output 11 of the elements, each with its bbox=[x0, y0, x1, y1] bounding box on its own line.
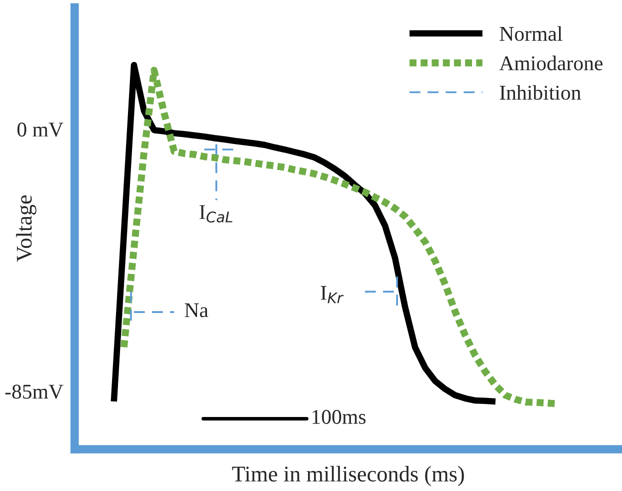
annotation: Na bbox=[184, 303, 208, 318]
y-tick-label: 0 mV bbox=[17, 122, 64, 137]
y-tick-label: -85mV bbox=[5, 384, 64, 399]
x-axis-title: Time in milliseconds (ms) bbox=[232, 466, 464, 486]
legend-label: Inhibition bbox=[500, 85, 581, 100]
legend-label: Amiodarone bbox=[499, 56, 603, 70]
annotation: 100ms bbox=[312, 410, 366, 424]
annotation: I$_{Kr}$ bbox=[320, 286, 344, 304]
legend-label: Normal bbox=[500, 26, 562, 41]
y-axis-title: Voltage bbox=[16, 195, 36, 262]
annotation: I$_{CaL}$ bbox=[200, 205, 232, 223]
